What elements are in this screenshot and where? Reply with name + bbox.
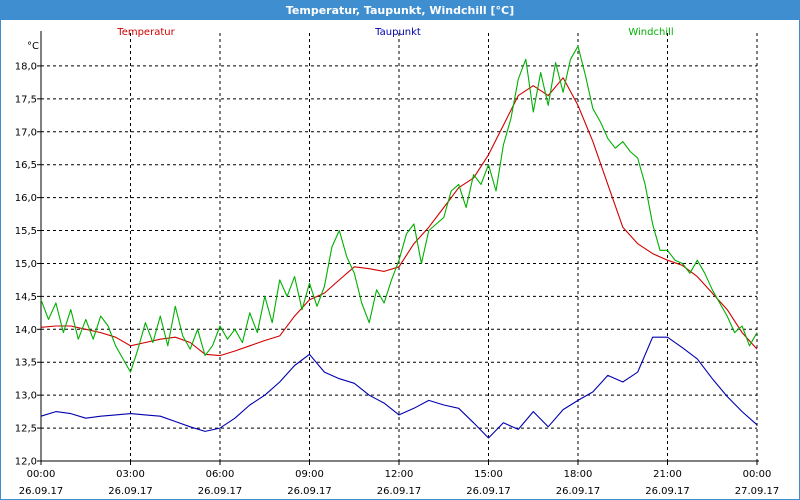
legend-entry-windchill: Windchill — [628, 27, 673, 38]
y-tick-label: 17,5 — [15, 94, 37, 105]
y-tick-label: 14,5 — [15, 292, 37, 303]
x-tick-time-label: 00:00 — [743, 469, 772, 480]
y-tick-label: 16,5 — [15, 160, 37, 171]
x-tick-time-label: 09:00 — [295, 469, 324, 480]
y-tick-label: 14,0 — [15, 325, 37, 336]
x-tick-labels: 00:00 26.09.17 03:00 26.09.17 06:00 26.09.17 0… — [19, 469, 780, 497]
legend-entry-taupunkt: Taupunkt — [374, 27, 421, 38]
window-title: Temperatur, Taupunkt, Windchill [°C] — [1, 1, 799, 20]
x-tick-time-label: 18:00 — [564, 469, 593, 480]
x-tick-date-label: 27.09.17 — [735, 486, 780, 497]
y-tick-labels: 12,0 12,5 13,0 13,5 14,0 14,5 15,0 15,5 16,0 16,5… — [15, 61, 37, 467]
series-line-windchill — [40, 45, 758, 373]
y-axis-label: °C — [27, 41, 39, 52]
x-tick-time-label: 12:00 — [385, 469, 414, 480]
y-tick-label: 18,0 — [15, 61, 37, 72]
x-tick-time-label: 21:00 — [653, 469, 682, 480]
chart-legend: Temperatur Taupunkt Windchill — [116, 27, 673, 38]
x-tick-date-label: 26.09.17 — [377, 486, 422, 497]
x-tick-date-label: 26.09.17 — [198, 486, 243, 497]
y-tick-label: 12,5 — [15, 424, 37, 435]
y-tick-label: 15,5 — [15, 226, 37, 237]
x-tick-date-label: 26.09.17 — [19, 486, 64, 497]
x-tick-time-label: 03:00 — [116, 469, 145, 480]
y-tick-label: 15,0 — [15, 259, 37, 270]
x-tick-date-label: 26.09.17 — [466, 486, 511, 497]
x-tick-date-label: 26.09.17 — [645, 486, 690, 497]
x-tick-time-label: 06:00 — [206, 469, 235, 480]
series-line-temperatur — [40, 77, 758, 357]
legend-entry-temperatur: Temperatur — [116, 27, 175, 38]
x-tick-time-label: 00:00 — [27, 469, 56, 480]
y-tick-label: 12,0 — [15, 457, 37, 468]
y-tick-label: 17,0 — [15, 127, 37, 138]
y-tick-label: 16,0 — [15, 193, 37, 204]
series-lines — [40, 45, 758, 439]
y-tick-label: 13,5 — [15, 358, 37, 369]
x-tick-date-label: 26.09.17 — [108, 486, 153, 497]
y-tick-label: 13,0 — [15, 391, 37, 402]
x-tick-time-label: 15:00 — [474, 469, 503, 480]
grid-lines — [40, 33, 758, 462]
axes — [37, 31, 759, 465]
series-line-taupunkt — [40, 336, 758, 439]
x-tick-date-label: 26.09.17 — [287, 486, 332, 497]
x-tick-date-label: 26.09.17 — [556, 486, 601, 497]
